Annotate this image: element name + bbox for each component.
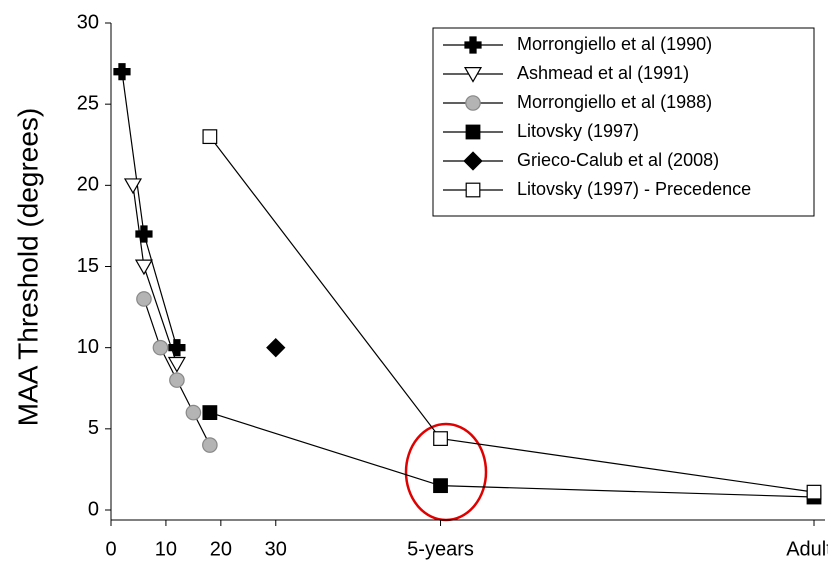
marker (185, 404, 202, 421)
series-line (132, 185, 178, 365)
marker (202, 129, 218, 145)
x-tick-label: 0 (105, 538, 116, 560)
legend-marker (463, 151, 483, 171)
x-tick-label: 30 (265, 538, 287, 560)
y-tick-label: 0 (88, 498, 99, 520)
legend-box (432, 27, 815, 217)
marker (152, 339, 169, 356)
legend-label: Litovsky (1997) (517, 121, 639, 141)
marker (113, 63, 131, 81)
y-tick-label: 10 (77, 336, 99, 358)
legend-marker (464, 36, 482, 54)
marker (433, 431, 448, 446)
marker (202, 405, 218, 420)
series-line (121, 71, 178, 348)
legend-marker (465, 182, 481, 198)
legend-label: Morrongiello et al (1990) (517, 34, 712, 54)
legend-label: Litovsky (1997) - Precedence (517, 179, 751, 199)
marker (136, 291, 152, 307)
marker (123, 178, 143, 195)
legend-label: Ashmead et al (1991) (517, 63, 689, 83)
x-tick-label: 5-years (407, 538, 474, 560)
marker (169, 372, 185, 388)
y-tick-label: 5 (88, 417, 99, 439)
y-tick-label: 30 (77, 11, 99, 33)
legend-marker (465, 95, 481, 111)
marker (806, 484, 822, 500)
marker (135, 225, 153, 243)
marker (433, 478, 448, 494)
marker (202, 437, 218, 453)
y-tick-label: 20 (77, 174, 99, 196)
y-tick-label: 25 (77, 92, 99, 114)
y-axis-label: MAA Threshold (degrees) (12, 108, 43, 427)
x-tick-label: 10 (155, 538, 177, 560)
legend-marker (463, 67, 483, 83)
x-tick-label: 20 (210, 538, 232, 560)
legend-label: Morrongiello et al (1988) (517, 92, 712, 112)
marker (167, 356, 186, 373)
series-line (209, 412, 815, 498)
legend-label: Grieco-Calub et al (2008) (517, 150, 719, 170)
marker (134, 259, 153, 276)
y-tick-label: 15 (77, 255, 99, 277)
legend-marker (465, 124, 481, 140)
x-tick-label: Adults (786, 538, 828, 560)
marker (168, 339, 186, 357)
marker (266, 338, 286, 358)
